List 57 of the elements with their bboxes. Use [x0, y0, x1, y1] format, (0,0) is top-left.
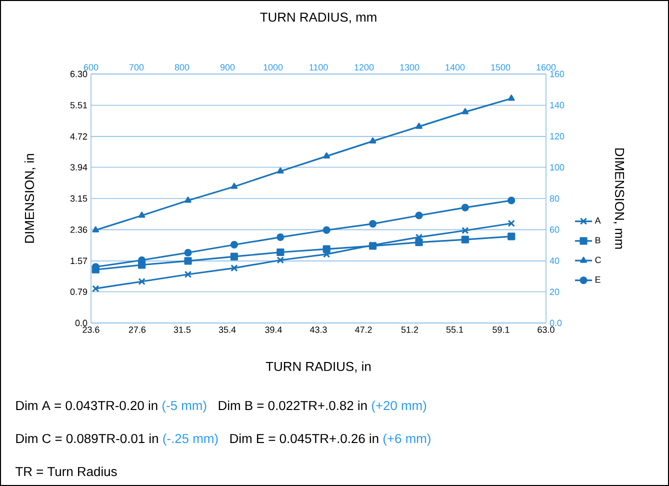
y2-tick-label: 80 — [550, 195, 560, 202]
text: (+20 mm) — [372, 400, 426, 413]
x-tick-label: 51.2 — [401, 326, 418, 333]
x-tick-label: 63.0 — [538, 326, 554, 333]
x-tick-label: 47.2 — [355, 326, 372, 333]
y2-tick-label: 100 — [550, 164, 564, 171]
y2-axis-title: DIMENSION, mm — [613, 148, 624, 249]
legend-label: C — [595, 256, 601, 264]
x2-tick-label: 600 — [84, 64, 98, 70]
text: Dim B = 0.022TR+.0.82 in — [218, 400, 367, 410]
x2-tick-label: 800 — [174, 64, 190, 70]
x2-tick-label: 1500 — [491, 64, 510, 70]
y2-tick-label: 60 — [550, 226, 560, 233]
legend-label: B — [596, 237, 600, 244]
y2-tick-label: 0.0 — [550, 320, 562, 326]
x2-tick-label: 1000 — [264, 64, 283, 70]
x2-tick-label: 1300 — [400, 64, 420, 70]
text: Dim A = 0.043TR-0.20 in — [16, 400, 158, 410]
x-tick-label: 39.4 — [265, 326, 282, 333]
x-tick-label: 23.6 — [82, 326, 100, 333]
x-tick-label: 55.1 — [446, 326, 464, 333]
legend-label: E — [596, 276, 600, 283]
text: (-.25 mm) — [163, 434, 218, 446]
x2-tick-label: 1600 — [536, 64, 556, 70]
y-tick-label: 5.51 — [70, 102, 88, 108]
y2-tick-label: 160 — [550, 70, 564, 78]
y2-tick-label: 40 — [550, 258, 560, 264]
x2-tick-label: 1100 — [310, 64, 328, 70]
text: Dim E = 0.045TR+.0.26 in — [230, 434, 378, 444]
x-tick-label: 31.5 — [174, 326, 191, 333]
x2-tick-label: 900 — [220, 64, 235, 70]
x-tick-label: 43.3 — [310, 326, 327, 333]
y-tick-label: 0.79 — [70, 288, 88, 295]
x-tick-label: 27.6 — [128, 326, 146, 333]
x-axis-title: TURN RADIUS, in — [266, 362, 371, 373]
y-tick-label: 6.30 — [70, 70, 88, 78]
y-tick-label: 2.36 — [70, 226, 88, 233]
text: TR = Turn Radius — [16, 466, 117, 476]
y-tick-label: 0.0 — [75, 320, 88, 326]
x-tick-label: 35.4 — [218, 326, 236, 333]
x2-tick-label: 1400 — [446, 64, 465, 70]
y-tick-label: 4.72 — [70, 133, 88, 140]
text: (+6 mm) — [383, 434, 430, 446]
y-axis-title: DIMENSION, in — [24, 154, 36, 243]
x-tick-label: 59.1 — [492, 326, 510, 333]
y2-tick-label: 20 — [550, 288, 560, 296]
x2-tick-label: 700 — [129, 64, 144, 70]
y-tick-label: 3.15 — [70, 195, 88, 202]
x2-axis-title: TURN RADIUS, mm — [260, 12, 376, 24]
text: (-5 mm) — [162, 400, 206, 413]
y2-tick-label: 140 — [550, 102, 564, 108]
y-tick-label: 3.94 — [70, 164, 88, 170]
y2-tick-label: 120 — [550, 133, 564, 140]
y-tick-label: 1.57 — [70, 258, 88, 264]
text: Dim C = 0.089TR-0.01 in — [16, 434, 158, 444]
x2-tick-label: 1200 — [354, 64, 374, 70]
legend-label: A — [594, 217, 601, 224]
